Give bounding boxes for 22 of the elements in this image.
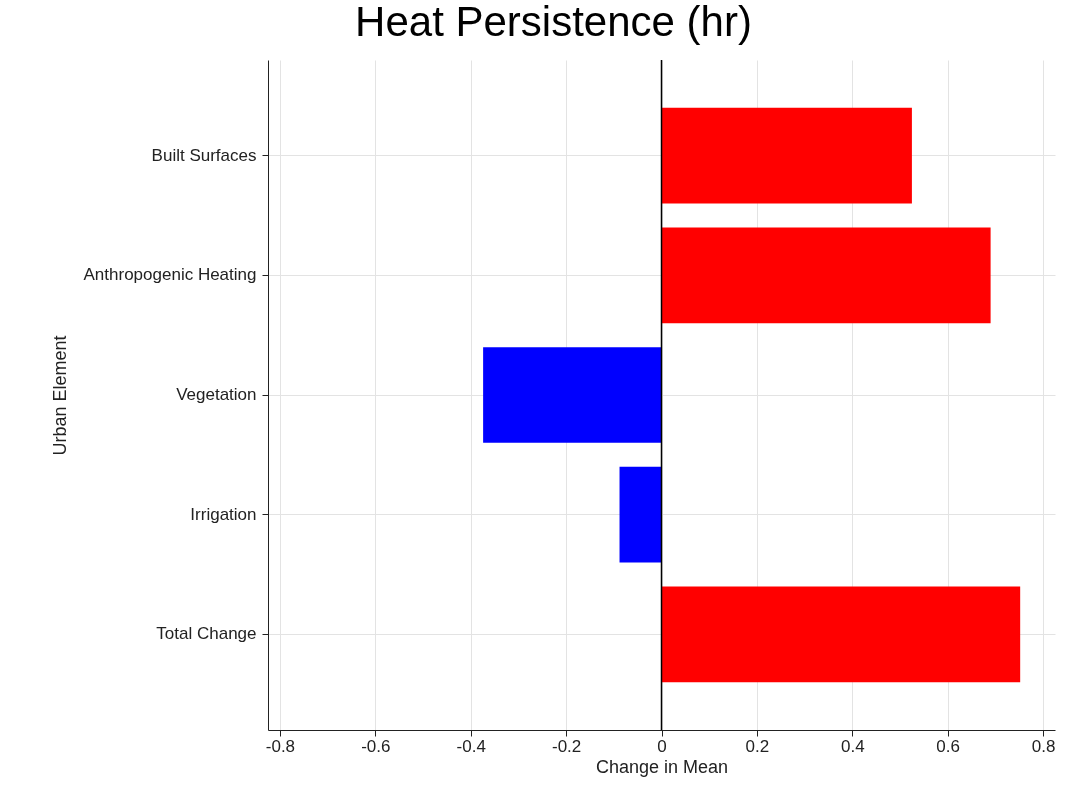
x-tick-label: 0.2 — [745, 736, 770, 756]
x-tick-label: 0 — [657, 736, 667, 756]
bar — [661, 227, 991, 324]
bar — [661, 586, 1021, 683]
x-tick-label: -0.6 — [361, 736, 391, 756]
bar — [619, 466, 662, 563]
y-axis-title: Urban Element — [49, 335, 70, 456]
y-tick-label: Vegetation — [176, 385, 257, 404]
x-axis-title: Change in Mean — [595, 756, 729, 777]
y-tick-label: Built Surfaces — [151, 145, 257, 165]
y-tick-label: Irrigation — [190, 504, 257, 524]
bar — [661, 107, 912, 204]
x-tick-label: 0.4 — [840, 736, 865, 756]
x-tick-label: -0.8 — [265, 736, 296, 756]
x-tick-label: 0.6 — [936, 736, 960, 756]
x-tick-label: -0.2 — [551, 736, 582, 756]
bar — [483, 347, 662, 443]
y-tick-label: Anthropogenic Heating — [83, 265, 257, 285]
x-tick-label: -0.4 — [456, 736, 486, 756]
chart-title: Heat Persistence (hr) — [355, 0, 752, 46]
x-tick-label: 0.8 — [1031, 736, 1056, 756]
y-tick-label: Total Change — [156, 624, 257, 644]
